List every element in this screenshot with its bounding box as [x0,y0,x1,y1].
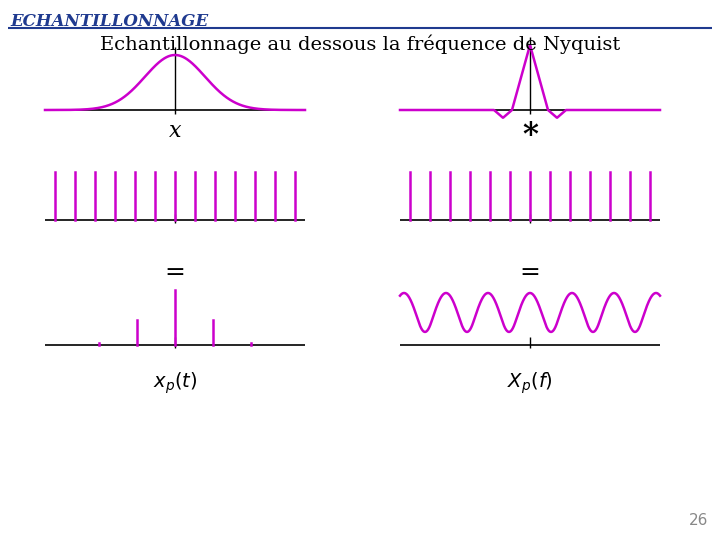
Text: =: = [520,261,541,284]
Text: x: x [168,120,181,142]
Text: 26: 26 [688,513,708,528]
Text: $x_p(t)$: $x_p(t)$ [153,370,197,395]
Text: ECHANTILLONNAGE: ECHANTILLONNAGE [10,13,208,30]
Text: $X_p(f)$: $X_p(f)$ [507,370,553,395]
Text: =: = [165,261,186,284]
Text: Echantillonnage au dessous la fréquence de Nyquist: Echantillonnage au dessous la fréquence … [100,35,620,55]
Text: *: * [522,120,538,151]
